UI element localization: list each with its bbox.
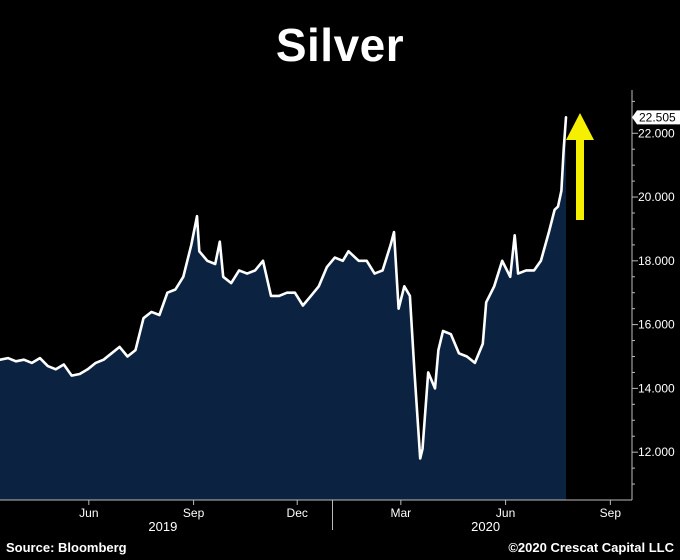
source-note: Source: Bloomberg bbox=[6, 540, 127, 555]
y-tick-label: 22.000 bbox=[638, 126, 675, 140]
x-tick-label: Jun bbox=[496, 506, 515, 520]
y-tick-label: 14.000 bbox=[638, 381, 675, 395]
x-tick-label: Sep bbox=[600, 506, 622, 520]
y-axis: 12.000 14.000 16.000 18.000 20.000 22.000 22.5… bbox=[631, 90, 680, 500]
arrow-shaft bbox=[576, 138, 584, 220]
y-tick-label: 18.000 bbox=[638, 254, 675, 268]
arrow-head bbox=[566, 113, 594, 140]
x-tick-label: Mar bbox=[391, 506, 412, 520]
x-tick-label: Dec bbox=[287, 506, 308, 520]
area-layer bbox=[0, 117, 566, 501]
x-axis: Jun Sep Dec Mar Jun Sep 2019 2020 bbox=[0, 499, 632, 534]
line-layer bbox=[0, 116, 568, 460]
x-tick-label: Sep bbox=[183, 506, 205, 520]
y-tick-label: 12.000 bbox=[638, 445, 675, 459]
series-area bbox=[0, 117, 566, 501]
year-label-2020: 2020 bbox=[471, 519, 500, 534]
chart-title: Silver bbox=[275, 19, 405, 71]
year-label-2019: 2019 bbox=[148, 519, 177, 534]
last-value-label: 22.505 bbox=[639, 110, 676, 124]
last-value-box bbox=[632, 110, 680, 125]
y-tick-label: 20.000 bbox=[638, 190, 675, 204]
annotation-layer bbox=[566, 113, 594, 220]
copyright-note: ©2020 Crescat Capital LLC bbox=[508, 540, 674, 555]
x-tick-label: Jun bbox=[79, 506, 98, 520]
y-tick-label: 16.000 bbox=[638, 318, 675, 332]
